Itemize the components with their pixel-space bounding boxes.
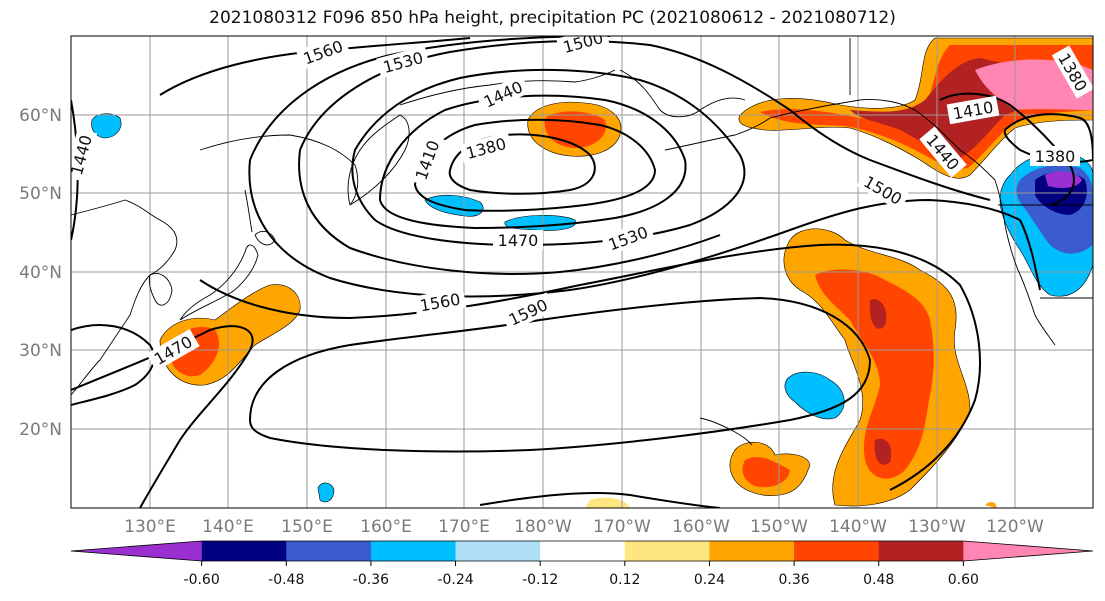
colorbar-tick-label: -0.36 [353,572,389,588]
lon-tick-label: 140°E [202,517,254,537]
coastlines [71,38,1093,446]
coast-chukotka [399,69,616,106]
precip-band-core-2 [874,438,892,465]
precip-small-2 [585,497,630,508]
contour-1440 [378,94,687,230]
colorbar-segment [370,541,457,561]
precip-neg-subtropic [784,371,845,420]
lon-tick-label: 170°E [438,517,490,537]
colorbar-tick-label: -0.60 [184,572,220,588]
colorbar: -0.60 -0.48 -0.36 -0.24 -0.12 0.12 0.24 0.36 0.4… [70,540,1094,588]
colorbar-tick-label: -0.48 [268,572,304,588]
precip-neg-siberia [91,113,122,139]
colorbar-tick-label: 0.48 [863,572,894,588]
lat-tick-label: 50°N [19,184,62,204]
colorbar-segment [71,541,202,561]
colorbar-segment [794,541,880,561]
lon-tick-label: 160°W [672,517,730,537]
colorbar-tick-label: 0.12 [609,572,640,588]
contour-1410-east [939,92,1075,206]
lon-tick-label: 130°W [908,517,966,537]
colorbar-segment [286,541,372,561]
colorbar-tick-label: -0.24 [437,572,473,588]
lat-tick-label: 40°N [19,263,62,283]
map-frame [70,35,1094,509]
longitude-ticks: 130°E 140°E 150°E 160°E 170°E 180°W 170°… [124,517,1044,537]
precip-small-1 [985,502,997,508]
lon-tick-label: 130°E [124,517,176,537]
coast-baja [1034,314,1056,346]
lon-tick-label: 180°W [514,517,572,537]
graticule [71,36,1093,508]
coast-na-west [994,179,1036,316]
lon-tick-label: 150°E [281,517,333,537]
contour-label: 1470 [498,231,539,250]
contour-1470 [351,68,746,247]
contour-1500-east [1019,219,1041,291]
contour-1500-b [298,149,721,275]
coast-alaska-west [619,69,746,118]
coast-korea [148,273,173,306]
coast-okhotsk [199,134,359,206]
latitude-ticks: 60°N 50°N 40°N 30°N 20°N [19,106,62,440]
colorbar-segment [709,541,795,561]
lon-tick-label: 150°W [750,517,808,537]
contour-1560-trough [479,492,721,508]
colorbar-segment [878,541,964,561]
contour-labels: 1560 1530 1500 1440 1410 1380 1470 1530 … [71,36,1093,372]
precip-neg-small [317,482,335,503]
colorbar-tick-label: -0.12 [522,572,558,588]
precip-band-core [869,299,887,329]
contour-1590 [248,296,872,453]
coast-sakhalin [244,189,253,233]
colorbar-segment [540,541,626,561]
colorbar-tick-label: 0.60 [948,572,979,588]
colorbar-segment [201,541,287,561]
contour-1530 [248,36,1021,298]
precip-band-mid [815,269,934,479]
coast-asia [71,199,178,396]
lon-tick-label: 160°E [360,517,412,537]
lon-tick-label: 140°W [829,517,887,537]
coast-hawaii [699,417,753,446]
lat-tick-label: 30°N [19,341,62,361]
lon-tick-label: 120°W [986,517,1044,537]
coast-japan-hokkaido [254,230,276,246]
lat-tick-label: 60°N [19,106,62,126]
coast-alaska-south [769,99,996,181]
colorbar-tick-label: 0.36 [779,572,810,588]
colorbar-segment [963,541,1093,561]
coast-aleutians [664,117,771,151]
lon-tick-label: 170°W [593,517,651,537]
lat-tick-label: 20°N [19,420,62,440]
precip-hawaii-core [742,457,790,488]
chart-title: 2021080312 F096 850 hPa height, precipit… [209,8,896,28]
colorbar-tick-label: 0.24 [694,572,725,588]
colorbar-segment [455,541,541,561]
contour-label: 1380 [1035,147,1076,166]
contour-1410 [413,118,657,212]
colorbar-segment [624,541,710,561]
